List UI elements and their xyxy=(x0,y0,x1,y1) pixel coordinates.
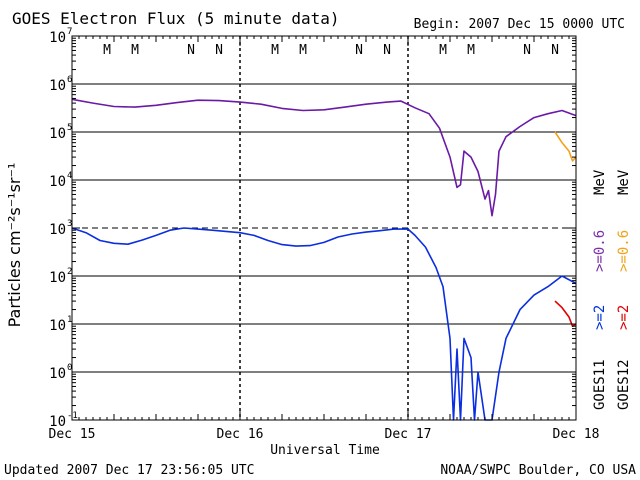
x-tick-label: Dec 17 xyxy=(385,427,432,442)
y-tick-base: 10 xyxy=(49,318,66,334)
local-time-marker: N xyxy=(187,43,195,58)
local-time-marker: N xyxy=(551,43,559,58)
y-tick-base: 10 xyxy=(49,174,66,190)
legend-entry: >=2 xyxy=(616,305,632,330)
y-tick-label: 10 2 xyxy=(49,267,72,286)
y-tick-base: 10 xyxy=(49,366,66,382)
local-time-marker: N xyxy=(355,43,363,58)
y-tick-exponent: 1 xyxy=(67,315,72,325)
y-tick-exponent: 2 xyxy=(67,267,72,277)
y-tick-base: 10 xyxy=(49,414,66,430)
x-tick-label: Dec 15 xyxy=(49,427,96,442)
x-tick-label: Dec 18 xyxy=(553,427,600,442)
y-tick-exponent: -1 xyxy=(67,411,78,421)
local-time-marker: M xyxy=(271,43,279,58)
y-tick-exponent: 6 xyxy=(67,75,72,85)
credit-label: NOAA/SWPC Boulder, CO USA xyxy=(440,463,636,478)
legend: GOES11 GOES12 >=2 >=0.6 MeV >=2 >=0.6 MeV xyxy=(592,169,632,410)
legend-entry: MeV xyxy=(616,169,632,195)
chart-title: GOES Electron Flux (5 minute data) xyxy=(12,9,340,28)
y-tick-label: 10 3 xyxy=(49,219,72,238)
local-time-marker: M xyxy=(439,43,447,58)
y-tick-base: 10 xyxy=(49,78,66,94)
y-tick-base: 10 xyxy=(49,270,66,286)
y-tick-label: 10 -1 xyxy=(49,411,78,430)
y-tick-base: 10 xyxy=(49,30,66,46)
local-time-marker: N xyxy=(523,43,531,58)
legend-satellite: GOES12 xyxy=(616,359,632,410)
series-line xyxy=(554,131,577,162)
legend-entry: >=0.6 xyxy=(592,230,608,272)
y-tick-base: 10 xyxy=(49,126,66,142)
local-time-marker: M xyxy=(467,43,475,58)
series-line xyxy=(71,98,577,217)
legend-satellite: GOES11 xyxy=(592,359,608,410)
local-time-marker: N xyxy=(215,43,223,58)
y-tick-label: 10 7 xyxy=(49,27,72,46)
grid-lines xyxy=(72,83,576,373)
local-time-marker: M xyxy=(131,43,139,58)
legend-entry: MeV xyxy=(592,169,608,195)
y-tick-exponent: 0 xyxy=(67,363,72,373)
local-time-marker: M xyxy=(103,43,111,58)
y-tick-exponent: 3 xyxy=(67,219,72,229)
x-tick-label: Dec 16 xyxy=(217,427,264,442)
y-tick-exponent: 4 xyxy=(67,171,72,181)
x-tick-labels: Dec 15 Dec 16 Dec 17 Dec 18 xyxy=(49,427,600,442)
y-tick-exponent: 7 xyxy=(67,27,72,37)
y-tick-label: 10 1 xyxy=(49,315,72,334)
y-tick-base: 10 xyxy=(49,222,66,238)
y-axis-label: Particles cm⁻²s⁻¹sr⁻¹ xyxy=(5,163,24,328)
day-separator-lines xyxy=(239,36,409,420)
series-line xyxy=(554,300,577,328)
local-time-marker: M xyxy=(299,43,307,58)
legend-entry: >=0.6 xyxy=(616,230,632,272)
updated-timestamp: Updated 2007 Dec 17 23:56:05 UTC xyxy=(4,463,254,478)
y-tick-label: 10 6 xyxy=(49,75,72,94)
y-tick-exponent: 5 xyxy=(67,123,72,133)
axis-ticks xyxy=(71,36,577,421)
y-tick-label: 10 4 xyxy=(49,171,72,190)
begin-time-label: Begin: 2007 Dec 15 0000 UTC xyxy=(414,17,625,32)
legend-entry: >=2 xyxy=(592,305,608,330)
y-tick-label: 10 0 xyxy=(49,363,72,382)
x-axis-label: Universal Time xyxy=(270,443,380,458)
local-time-marker: N xyxy=(383,43,391,58)
y-tick-label: 10 5 xyxy=(49,123,72,142)
